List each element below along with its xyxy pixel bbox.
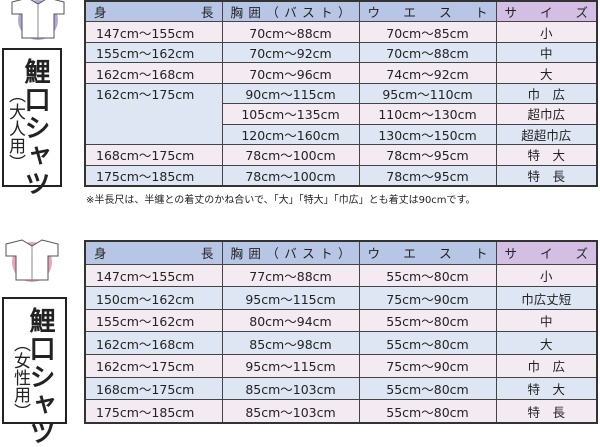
cell: 特 長 [495, 164, 598, 187]
table-row: 155cm～162cm 80cm～94cm 55cm～80cm 中 [84, 308, 598, 333]
table-row: 162cm～175cm 95cm～115cm 75cm～90cm 巾 広 [84, 354, 598, 378]
cell: 大 [495, 62, 598, 84]
cell: 小 [495, 263, 598, 288]
cell: 55cm～80cm [358, 399, 497, 424]
cell: 巾 広 [495, 354, 598, 378]
cell: 超超巾広 [495, 123, 598, 146]
cell: 特 長 [495, 399, 598, 424]
cell: 90cm～115cm [221, 82, 360, 105]
table-row: 147cm～155cm 70cm～88cm 70cm～85cm 小 [84, 21, 598, 43]
cell: 78cm～95cm [358, 144, 497, 166]
table-row: 162cm～175cm 90cm～115cm 95cm～110cm 巾 広 [84, 82, 598, 146]
cell: 150cm～162cm [84, 286, 223, 310]
header-bust: 胸囲（バスト） [221, 0, 360, 23]
table-row: 175cm～185cm 85cm～103cm 55cm～80cm 特 長 [84, 399, 598, 424]
cell: 85cm～103cm [221, 399, 360, 424]
cell: 147cm～155cm [84, 21, 223, 43]
cell: 小 [495, 21, 598, 43]
cell: 55cm～80cm [358, 376, 497, 401]
cell: 特 大 [495, 144, 598, 166]
table-row: 105cm～135cm 110cm～130cm 超巾広 [85, 103, 598, 125]
cell: 95cm～110cm [358, 82, 497, 105]
header-size: サイズ [495, 240, 598, 265]
header-height: 身 長 [84, 240, 223, 265]
cell: 55cm～80cm [358, 331, 497, 356]
adult-size-table: 身 長 胸囲（バスト） ウエスト サイズ 147cm～155cm 70cm～88c… [84, 0, 598, 187]
cell: 超巾広 [495, 103, 598, 125]
table-row: 168cm～175cm 78cm～100cm 78cm～95cm 特 大 [84, 144, 598, 166]
cell: 78cm～100cm [221, 164, 360, 187]
cell: 175cm～185cm [84, 164, 223, 187]
cell: 168cm～175cm [84, 144, 223, 166]
cell: 中 [495, 308, 598, 333]
cell: 85cm～98cm [221, 331, 360, 356]
header-size: サイズ [495, 0, 598, 23]
cell: 95cm～115cm [221, 354, 360, 378]
cell: 70cm～85cm [358, 21, 497, 43]
table-row: 175cm～185cm 78cm～100cm 78cm～95cm 特 長 [84, 164, 598, 187]
cell: 85cm～103cm [221, 376, 360, 401]
cell: 162cm～168cm [84, 331, 223, 356]
cell: 80cm～94cm [221, 308, 360, 333]
header-waist: ウエスト [358, 0, 497, 23]
cell: 130cm～150cm [358, 123, 497, 146]
product-title: 鯉口シャツ [25, 307, 55, 447]
cell: 中 [495, 41, 598, 64]
table-row: 168cm～175cm 85cm～103cm 55cm～80cm 特 大 [84, 376, 598, 401]
cell: 巾 広 [495, 82, 598, 105]
header-height: 身 長 [84, 0, 223, 23]
cell: 55cm～80cm [358, 308, 497, 333]
cell: 155cm～162cm [84, 41, 223, 64]
product-label-adult: 鯉口シャツ （大人用） [2, 48, 62, 198]
cell: 70cm～92cm [221, 41, 360, 64]
cell: 70cm～88cm [221, 21, 360, 43]
table-header: 身 長 胸囲（バスト） ウエスト サイズ [84, 0, 598, 23]
shirt-icon [5, 239, 59, 282]
cell: 巾広丈短 [495, 286, 598, 310]
footnote: ※半長尺は、半纏との着丈のかね合いで、「大」「特大」「巾広」とも着丈は90cmで… [86, 195, 476, 206]
header-bust: 胸囲（バスト） [221, 240, 360, 265]
cell: 77cm～88cm [221, 263, 360, 288]
header-waist: ウエスト [358, 240, 497, 265]
cell: 162cm～168cm [84, 62, 223, 84]
cell: 74cm～92cm [358, 62, 497, 84]
cell: 75cm～90cm [358, 286, 497, 310]
product-title: 鯉口シャツ [20, 58, 50, 198]
cell: 95cm～115cm [221, 286, 360, 310]
table-row: 147cm～155cm 77cm～88cm 55cm～80cm 小 [84, 263, 598, 288]
women-size-table: 身 長 胸囲（バスト） ウエスト サイズ 147cm～155cm 77cm～88c… [84, 240, 598, 424]
cell: 55cm～80cm [358, 263, 497, 288]
cell: 120cm～160cm [221, 123, 360, 146]
table-row: 162cm～168cm 85cm～98cm 55cm～80cm 大 [84, 331, 598, 356]
product-subtitle: （女性用） [10, 335, 30, 420]
cell: 70cm～88cm [358, 41, 497, 64]
table-header: 身 長 胸囲（バスト） ウエスト サイズ [84, 240, 598, 265]
table-row: 155cm～162cm 70cm～92cm 70cm～88cm 中 [84, 41, 598, 64]
cell: 168cm～175cm [84, 376, 223, 401]
cell: 特 大 [495, 376, 598, 401]
cell: 75cm～90cm [358, 354, 497, 378]
table-row: 162cm～168cm 70cm～96cm 74cm～92cm 大 [84, 62, 598, 84]
cell: 162cm～175cm [84, 82, 223, 146]
cell: 162cm～175cm [84, 354, 223, 378]
cell: 105cm～135cm [221, 103, 360, 125]
cell: 147cm～155cm [84, 263, 223, 288]
cell: 78cm～95cm [358, 164, 497, 187]
cell: 70cm～96cm [221, 62, 360, 84]
product-label-women: 鯉口シャツ （女性用） [2, 297, 67, 447]
cell: 78cm～100cm [221, 144, 360, 166]
shirt-icon [11, 0, 65, 40]
cell: 155cm～162cm [84, 308, 223, 333]
cell: 175cm～185cm [84, 399, 223, 424]
cell: 110cm～130cm [358, 103, 497, 125]
product-subtitle: （大人用） [5, 86, 25, 171]
table-row: 150cm～162cm 95cm～115cm 75cm～90cm 巾広丈短 [84, 286, 598, 310]
cell: 大 [495, 331, 598, 356]
